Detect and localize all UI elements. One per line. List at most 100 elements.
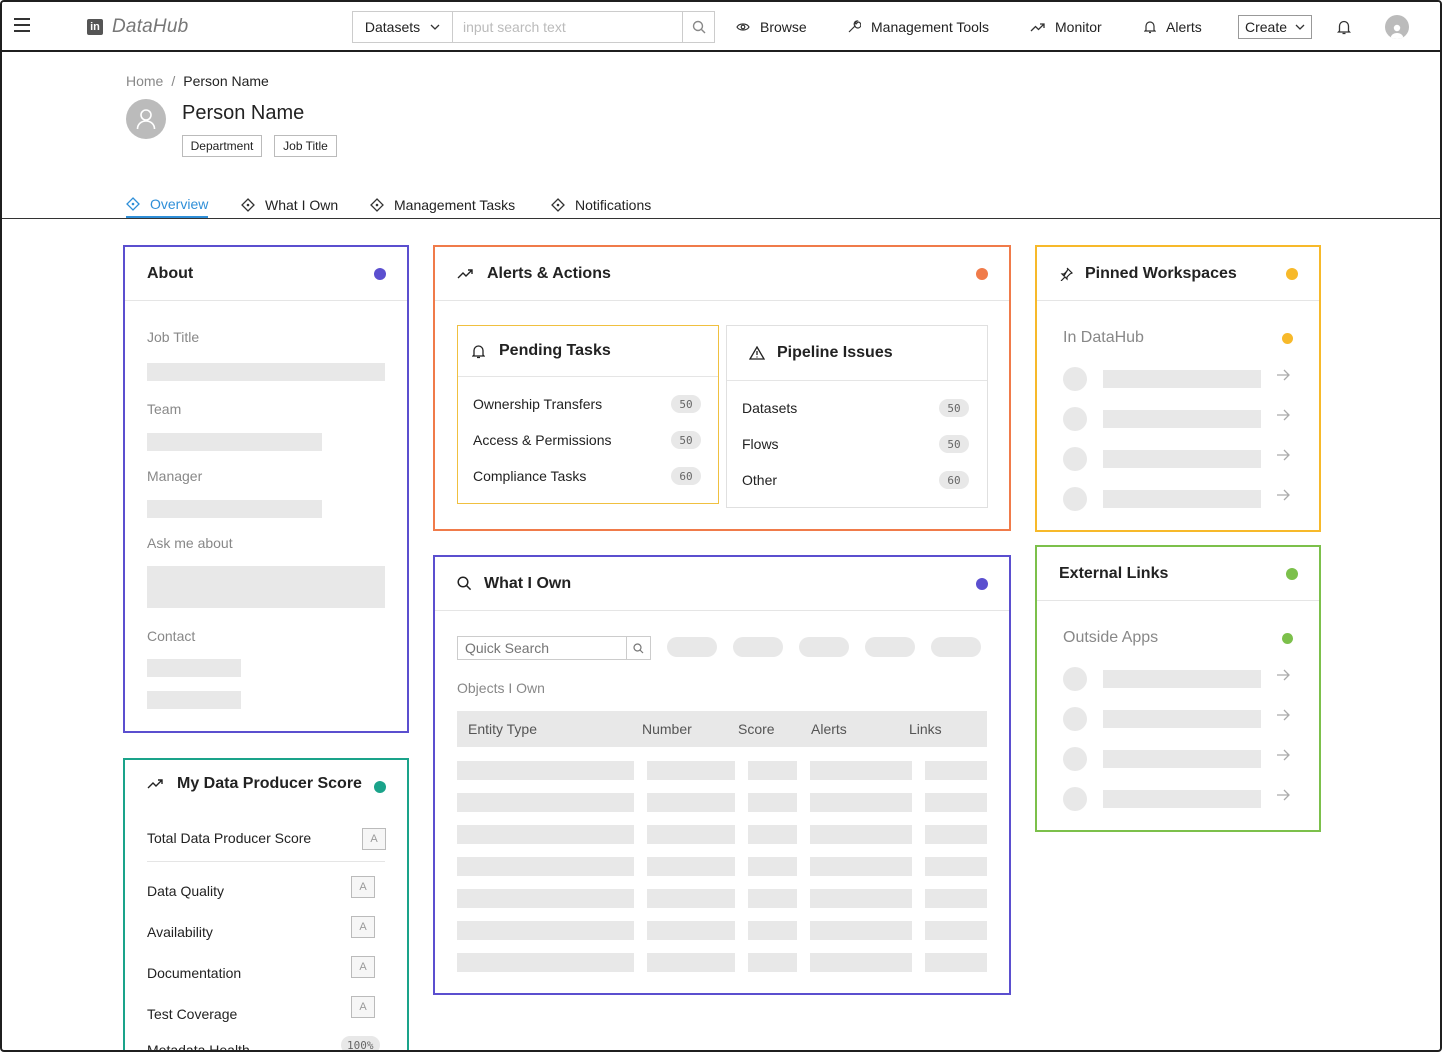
- menu-icon[interactable]: [14, 18, 30, 32]
- tab-management-tasks-label: Management Tasks: [394, 197, 516, 213]
- create-label: Create: [1244, 19, 1288, 35]
- search-scope-select[interactable]: Datasets: [353, 12, 453, 42]
- wrench-icon: [848, 20, 861, 33]
- skeleton-cell: [748, 761, 797, 780]
- pinned-item-skeleton[interactable]: [1103, 490, 1261, 508]
- nav-browse[interactable]: Browse: [736, 19, 807, 35]
- arrow-right-icon[interactable]: [1275, 487, 1291, 508]
- department-tag[interactable]: Department: [182, 135, 262, 157]
- producer-score-title: My Data Producer Score: [177, 775, 362, 792]
- tab-what-i-own[interactable]: What I Own: [241, 192, 338, 218]
- about-label-job-title: Job Title: [147, 329, 200, 345]
- divider: [147, 861, 385, 862]
- nav-monitor[interactable]: Monitor: [1030, 19, 1102, 35]
- arrow-right-icon[interactable]: [1275, 787, 1291, 808]
- pinned-item-skeleton[interactable]: [1103, 370, 1261, 388]
- external-item-skeleton[interactable]: [1103, 750, 1261, 768]
- search-button[interactable]: [682, 12, 714, 42]
- column-entity-type[interactable]: Entity Type: [468, 721, 538, 737]
- arrow-right-icon[interactable]: [1275, 367, 1291, 388]
- skeleton-cell: [748, 857, 797, 876]
- nav-management-tools[interactable]: Management Tools: [847, 19, 989, 35]
- objects-section-label: Objects I Own: [457, 680, 545, 696]
- breadcrumb: Home / Person Name: [126, 73, 269, 89]
- score-grade-metadata-health: 100%: [341, 1036, 380, 1050]
- pipeline-item-datasets[interactable]: Datasets: [742, 400, 798, 416]
- create-dropdown-button[interactable]: Create: [1238, 15, 1312, 39]
- pinned-item-icon: [1063, 407, 1087, 431]
- skeleton-cell: [925, 761, 987, 780]
- notifications-bell-icon[interactable]: [1336, 19, 1352, 40]
- pending-item-ownership-transfers[interactable]: Ownership Transfers: [473, 396, 603, 412]
- skeleton-cell: [647, 857, 735, 876]
- search-icon: [692, 20, 705, 34]
- breadcrumb-home[interactable]: Home: [126, 73, 164, 89]
- external-item-skeleton[interactable]: [1103, 710, 1261, 728]
- arrow-right-icon[interactable]: [1275, 447, 1291, 468]
- diamond-icon: [241, 198, 255, 212]
- nav-alerts[interactable]: Alerts: [1144, 19, 1202, 35]
- pinned-item-skeleton[interactable]: [1103, 450, 1261, 468]
- pipeline-item-flows[interactable]: Flows: [742, 436, 779, 452]
- external-section-label: Outside Apps: [1063, 629, 1159, 646]
- tab-overview[interactable]: Overview: [126, 192, 209, 218]
- about-label-contact: Contact: [147, 628, 196, 644]
- pinned-item-skeleton[interactable]: [1103, 410, 1261, 428]
- tab-notifications[interactable]: Notifications: [551, 192, 651, 218]
- column-alerts[interactable]: Alerts: [811, 721, 847, 737]
- diamond-icon: [370, 198, 384, 212]
- pending-count-ownership-transfers: 50: [671, 395, 701, 413]
- filter-pill[interactable]: [667, 637, 717, 657]
- external-status-dot: [1286, 568, 1298, 580]
- about-card-header: About: [125, 247, 407, 301]
- tab-what-i-own-label: What I Own: [265, 197, 339, 213]
- skeleton-cell: [925, 857, 987, 876]
- filter-pill[interactable]: [733, 637, 783, 657]
- column-number[interactable]: Number: [642, 721, 692, 737]
- arrow-right-icon[interactable]: [1275, 407, 1291, 428]
- pipeline-count-other: 60: [939, 471, 969, 489]
- eye-icon: [736, 23, 750, 31]
- tab-management-tasks[interactable]: Management Tasks: [370, 192, 515, 218]
- quick-search-input[interactable]: [458, 637, 626, 659]
- skeleton-manager: [147, 500, 322, 518]
- app-logo[interactable]: in DataHub: [87, 16, 188, 38]
- external-item-skeleton[interactable]: [1103, 790, 1261, 808]
- quick-search: [457, 636, 651, 660]
- arrow-right-icon[interactable]: [1275, 667, 1291, 688]
- search-scope-label: Datasets: [364, 19, 421, 35]
- chevron-down-icon: [1295, 24, 1305, 30]
- filter-pill[interactable]: [931, 637, 981, 657]
- score-label-data-quality: Data Quality: [147, 883, 225, 899]
- external-item-skeleton[interactable]: [1103, 670, 1261, 688]
- pipeline-item-other[interactable]: Other: [742, 472, 778, 488]
- skeleton-cell: [925, 889, 987, 908]
- filter-pill[interactable]: [799, 637, 849, 657]
- external-links-card: External Links Outside Apps: [1035, 545, 1321, 832]
- skeleton-cell: [925, 793, 987, 812]
- about-label-team: Team: [147, 401, 182, 417]
- arrow-right-icon[interactable]: [1275, 707, 1291, 728]
- pending-item-compliance-tasks[interactable]: Compliance Tasks: [473, 468, 587, 484]
- score-grade-availability: A: [351, 916, 375, 938]
- pinned-workspaces-header: Pinned Workspaces: [1037, 247, 1319, 301]
- linkedin-logo-icon: in: [87, 19, 103, 35]
- skeleton-cell: [647, 953, 735, 972]
- arrow-right-icon[interactable]: [1275, 747, 1291, 768]
- search-input[interactable]: [453, 12, 682, 42]
- alerts-actions-title: Alerts & Actions: [487, 264, 611, 282]
- bell-icon: [472, 344, 485, 358]
- column-links[interactable]: Links: [909, 721, 942, 737]
- pinned-section-label: In DataHub: [1063, 329, 1144, 346]
- what-i-own-header: What I Own: [435, 557, 1009, 611]
- pending-item-access-permissions[interactable]: Access & Permissions: [473, 432, 612, 448]
- what-i-own-card: What I Own Objects I Own Entity Type Num…: [433, 555, 1011, 995]
- about-title: About: [147, 264, 194, 282]
- user-avatar[interactable]: [1385, 15, 1409, 39]
- filter-pill[interactable]: [865, 637, 915, 657]
- column-score[interactable]: Score: [738, 721, 775, 737]
- job-title-tag[interactable]: Job Title: [274, 135, 337, 157]
- skeleton-cell: [647, 825, 735, 844]
- quick-search-button[interactable]: [626, 637, 650, 659]
